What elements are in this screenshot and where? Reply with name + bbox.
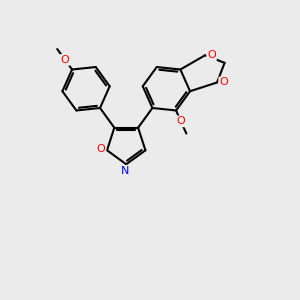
- Text: O: O: [176, 116, 185, 126]
- Text: N: N: [121, 166, 129, 176]
- Text: O: O: [207, 50, 216, 60]
- Text: O: O: [219, 77, 228, 88]
- Text: O: O: [61, 55, 70, 65]
- Text: O: O: [97, 144, 105, 154]
